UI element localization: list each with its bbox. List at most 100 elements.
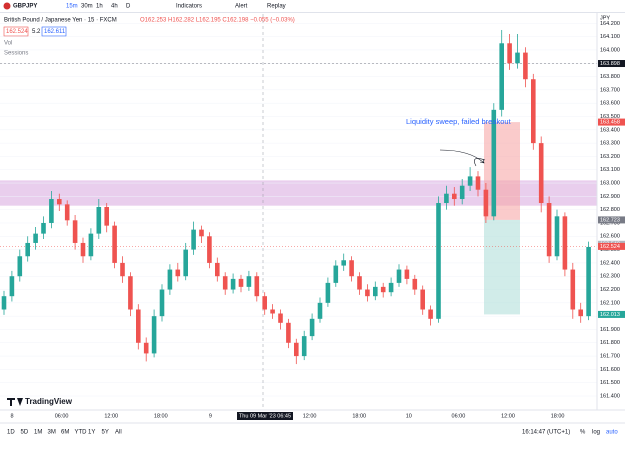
candle-body — [17, 256, 23, 277]
candle-body — [191, 229, 196, 250]
candle-body — [309, 318, 315, 337]
log-toggle[interactable]: log — [592, 430, 600, 436]
candle-body — [412, 278, 418, 290]
y-tick-label: 163.300 — [600, 141, 620, 147]
candle-body — [396, 269, 402, 283]
candle-body — [183, 249, 188, 277]
range-button[interactable]: 1M — [34, 430, 42, 436]
candle-body — [159, 289, 165, 317]
candle-body — [365, 289, 370, 297]
y-tick-label: 161.400 — [600, 393, 620, 399]
replay-button[interactable]: Replay — [267, 4, 286, 10]
x-tick-label: 18:00 — [154, 413, 168, 419]
candle-body — [467, 176, 473, 186]
price-label: 162.524 — [600, 244, 620, 250]
auto-toggle[interactable]: auto — [606, 430, 618, 436]
percent-toggle[interactable]: % — [580, 430, 586, 436]
range-button[interactable]: All — [115, 430, 122, 436]
range-button[interactable]: 1Y — [88, 430, 95, 436]
candle-body — [128, 276, 133, 310]
candle-body — [341, 260, 346, 266]
price-label-box — [598, 60, 625, 68]
y-tick-label: 161.800 — [600, 340, 620, 346]
y-tick-label: 162.600 — [600, 234, 620, 240]
range-button[interactable]: 5D — [21, 430, 29, 436]
interval-button[interactable]: D — [126, 4, 131, 10]
y-tick-label: 162.900 — [600, 194, 620, 200]
candle-body — [136, 309, 141, 343]
candle-body — [72, 220, 78, 243]
currency-label: JPY — [600, 15, 610, 21]
y-tick-label: 162.500 — [600, 247, 620, 253]
price-label-box — [598, 216, 625, 224]
candle-body — [428, 309, 433, 319]
candle-body — [270, 309, 275, 314]
y-tick-label: 161.500 — [600, 380, 620, 386]
candle-body — [357, 276, 362, 290]
x-tick-label: 10 — [406, 413, 412, 419]
candle-body — [578, 309, 583, 317]
candle-body — [286, 322, 291, 343]
candle-body — [57, 199, 62, 205]
price-label: 163.898 — [600, 61, 620, 67]
interval-button[interactable]: 4h — [111, 4, 118, 10]
symbol[interactable]: GBPJPY — [13, 4, 37, 10]
x-tick-label: 06:00 — [55, 413, 69, 419]
range-button[interactable]: 5Y — [102, 430, 109, 436]
y-tick-label: 164.200 — [600, 21, 620, 27]
x-tick-label: 12:00 — [104, 413, 118, 419]
range-button[interactable]: YTD — [75, 430, 88, 436]
x-tick-label: 18:00 — [551, 413, 565, 419]
x-tick-label: 12:00 — [501, 413, 515, 419]
candle-body — [483, 189, 489, 217]
candle-body — [49, 199, 54, 223]
logo-icon — [7, 398, 23, 406]
sell-price: 162.524 — [6, 29, 28, 35]
sessions-indicator[interactable]: Sessions — [4, 51, 28, 57]
candle-body — [420, 289, 425, 310]
candle-body — [175, 269, 181, 277]
candle-body — [278, 313, 283, 323]
candle-body — [444, 193, 449, 204]
candle-body — [207, 236, 212, 263]
candle-body — [222, 276, 228, 290]
candle-body — [562, 216, 568, 270]
y-tick-label: 162.700 — [600, 220, 620, 226]
alert-button[interactable]: Alert — [235, 4, 248, 10]
crosshair-label-box — [237, 412, 293, 420]
annotation-arrow — [474, 158, 486, 167]
y-tick-label: 161.600 — [600, 367, 620, 373]
target-box — [484, 219, 520, 315]
range-button[interactable]: 1D — [7, 430, 15, 436]
candle-body — [349, 260, 354, 277]
sell-button[interactable] — [3, 26, 29, 37]
y-tick-label: 164.100 — [600, 34, 620, 40]
candle-body — [230, 278, 236, 290]
candle-body — [538, 143, 544, 204]
price-label: 163.458 — [600, 120, 620, 126]
interval-button[interactable]: 15m — [66, 4, 78, 10]
legend-title: British Pound / Japanese Yen · 15 · FXCM — [4, 18, 117, 24]
candle-body — [167, 269, 173, 290]
legend-ohlc: O162.253 H162.282 L162.195 C162.198 −0.0… — [140, 18, 295, 24]
range-button[interactable]: 6M — [61, 430, 69, 436]
interval-button[interactable]: 1h — [96, 4, 103, 10]
annotation: Liquidity sweep, failed breakout — [406, 117, 512, 126]
y-tick-label: 163.400 — [600, 127, 620, 133]
x-tick-label: 12:00 — [303, 413, 317, 419]
candle-body — [459, 185, 465, 200]
y-tick-label: 164.000 — [600, 47, 620, 53]
candle-body — [554, 216, 560, 257]
candle-body — [143, 342, 149, 354]
range-button[interactable]: 3M — [48, 430, 56, 436]
candle-body — [215, 262, 220, 277]
candle-body — [523, 52, 528, 80]
buy-button[interactable] — [41, 26, 67, 37]
volume-indicator[interactable]: Vol — [4, 41, 12, 47]
indicators-button[interactable]: Indicators — [176, 4, 202, 10]
y-tick-label: 161.900 — [600, 327, 620, 333]
candle-body — [507, 43, 512, 64]
interval-button[interactable]: 30m — [81, 4, 93, 10]
